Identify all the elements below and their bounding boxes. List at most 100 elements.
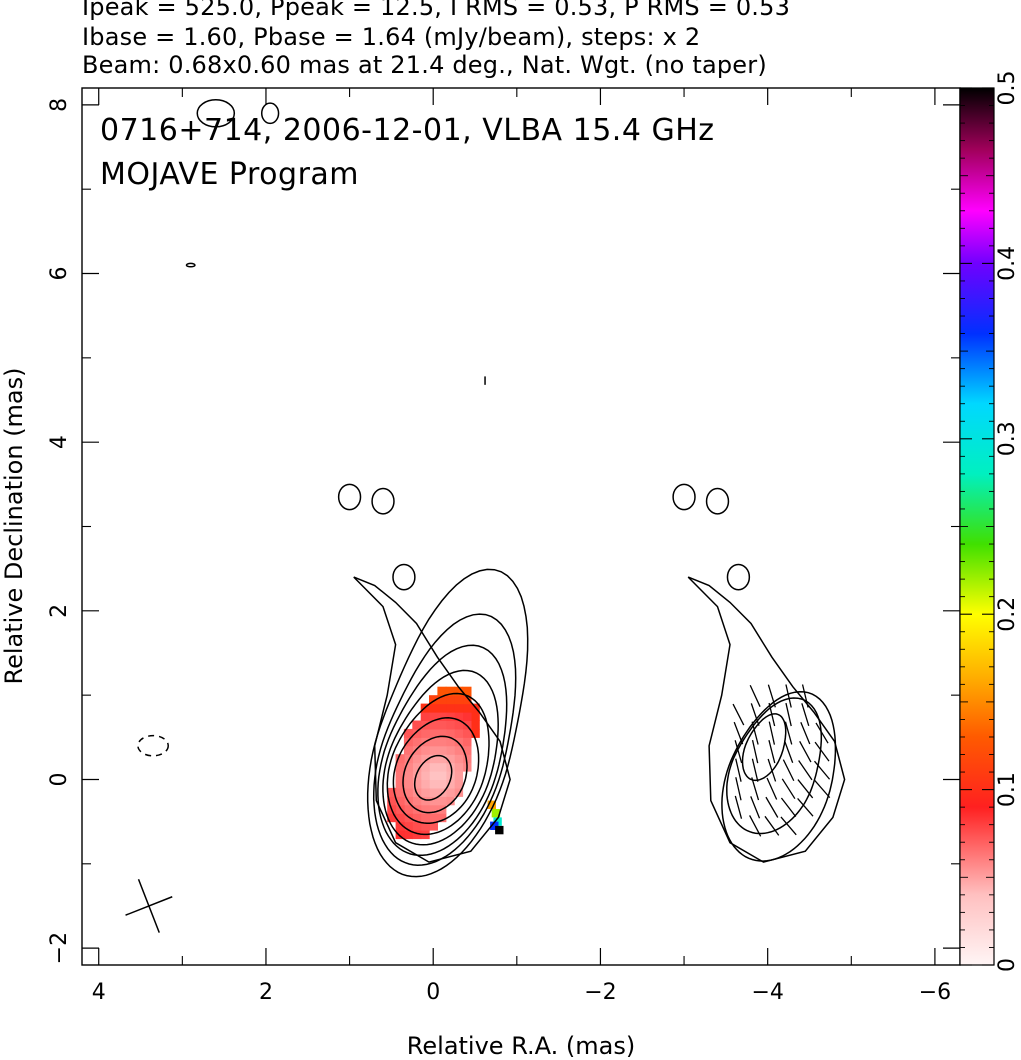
fracpol-pixel [490, 821, 499, 830]
contour-island [196, 99, 236, 128]
x-tick-label: −6 [919, 980, 951, 1005]
fracpol-pixel [429, 762, 438, 772]
fracpol-pixel [395, 771, 405, 780]
fracpol-pixel [462, 737, 472, 747]
fracpol-pixel [445, 720, 455, 730]
evpa-tick [768, 702, 776, 727]
axes: 4 2 0 −2 −4 −6 −2 0 2 4 6 8 [47, 88, 960, 1005]
fracpol-pixel [437, 771, 447, 780]
evpa-tick [801, 703, 810, 727]
fracpol-pixel [487, 800, 496, 809]
y-tick-label: 6 [47, 267, 72, 281]
colorbar-tick-label: 0.2 [995, 597, 1020, 632]
fracpol-pixel [412, 728, 422, 738]
y-tick-label: 8 [47, 98, 72, 112]
fracpol-pixel [403, 745, 413, 755]
fracpol-pixel [445, 728, 455, 738]
colorbar-tick-label: 0.3 [995, 421, 1020, 456]
evpa-tick [783, 740, 794, 763]
header-line-3: Beam: 0.68x0.60 mas at 21.4 deg., Nat. W… [82, 51, 767, 79]
fracpol-pixel [429, 695, 438, 705]
evpa-tick [798, 760, 813, 781]
colorbar-tick-label: 0.4 [995, 246, 1020, 281]
intensity-contour [372, 613, 517, 866]
fracpol-pixel [454, 712, 464, 721]
fracpol-pixel [445, 686, 455, 696]
fracpol-pixel [454, 695, 464, 705]
fracpol-pixel [403, 771, 413, 780]
evpa-tick [768, 740, 776, 764]
fracpol-pixel [445, 754, 455, 764]
fracpol-pixel [445, 796, 455, 806]
fracpol-pixel [420, 754, 430, 764]
fracpol-pixel [462, 712, 472, 721]
fracpol-pixel [445, 745, 455, 755]
fracpol-pixel [395, 813, 405, 823]
evpa-tick [785, 702, 792, 727]
contour-island [371, 487, 395, 515]
polarized-contour [741, 713, 787, 782]
fracpol-pixel [462, 686, 472, 696]
fracpol-pixel [412, 745, 422, 755]
evpa-tick [814, 741, 830, 762]
colorbar-tick-label: 0.1 [995, 772, 1020, 807]
y-tick-label: 2 [47, 604, 72, 618]
fracpol-pixel [454, 703, 464, 713]
fracpol-pixel [429, 720, 438, 730]
fracpol-pixel [420, 745, 430, 755]
y-tick-label: 0 [47, 772, 72, 786]
outer-intensity-contour [353, 576, 511, 863]
fracpol-pixel [437, 737, 447, 747]
contour-island-panel2 [705, 487, 730, 515]
polarized-contour [726, 697, 823, 835]
fracpol-pixel [470, 720, 480, 730]
contour-island [337, 483, 362, 511]
fracpol-pixel [462, 703, 472, 713]
fracpol-pixel [437, 695, 447, 705]
fracpol-pixel [445, 737, 455, 747]
fracpol-pixel [454, 745, 464, 755]
intensity-contour [413, 754, 453, 801]
fracpol-pixel [437, 686, 447, 696]
evpa-tick [750, 703, 760, 726]
evpa-tick [764, 815, 780, 836]
colorbar-tick-label: 0.5 [995, 71, 1020, 106]
fracpol-pixel [470, 712, 480, 721]
fracpol-pixel [403, 830, 413, 840]
fracpol-pixel [454, 787, 464, 797]
fracpol-pixel [395, 762, 405, 772]
evpa-ticks [732, 684, 831, 837]
fracpol-pixel [454, 728, 464, 738]
fracpol-pixel [429, 787, 438, 797]
evpa-tick [735, 758, 742, 782]
outer-intensity-contour-panel2 [687, 576, 846, 863]
x-tick-label: 2 [259, 980, 273, 1005]
x-tick-label: 0 [426, 980, 440, 1005]
evpa-tick [751, 739, 759, 764]
evpa-tick [766, 777, 778, 800]
intensity-contours [137, 99, 846, 878]
x-tick-label: 4 [92, 980, 106, 1005]
evpa-tick [749, 815, 762, 837]
fracpol-pixel [403, 787, 413, 797]
fracpol-pixel [429, 779, 438, 789]
fracpol-pixel [420, 787, 430, 797]
polarized-contour [721, 690, 837, 862]
fracpol-pixel [403, 804, 413, 814]
evpa-tick [815, 722, 829, 744]
fracpol-pixel [470, 728, 480, 738]
fracpol-pixel [412, 796, 422, 806]
fracpol-pixel [437, 813, 447, 823]
evpa-tick [784, 721, 793, 745]
evpa-tick [813, 779, 831, 799]
intensity-contour [382, 669, 499, 846]
contour-island [392, 563, 416, 591]
intensity-contour [402, 735, 468, 814]
evpa-tick [750, 796, 761, 819]
fracpol-pixel [403, 779, 413, 789]
negative-contour [137, 734, 169, 757]
beam-marker [125, 879, 173, 933]
plot-frame [81, 87, 961, 966]
fracpol-pixel [420, 804, 430, 814]
